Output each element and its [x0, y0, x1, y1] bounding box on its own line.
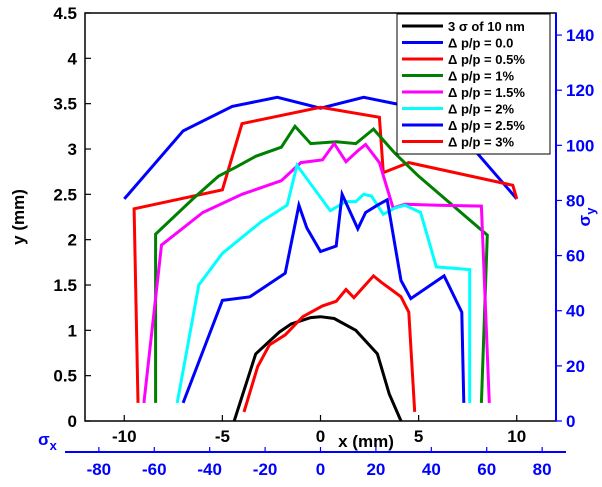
secondary-x-tick-label: 20: [366, 460, 385, 479]
series-line-7: [181, 188, 466, 404]
x-axis-title: x (mm): [338, 432, 394, 451]
series-line-6: [175, 161, 472, 404]
secondary-x-tick-label: 60: [477, 460, 496, 479]
y-tick-label: 1.5: [53, 276, 77, 295]
x-tick-label: 5: [414, 427, 423, 446]
y-tick-label: 0.5: [53, 367, 77, 386]
y-tick-label: 4.5: [53, 4, 77, 23]
secondary-x-tick-label: 80: [533, 460, 552, 479]
legend-label-4: Δ p/p = 1%: [448, 69, 514, 84]
x-tick-label: 10: [507, 427, 526, 446]
secondary-x-tick-label: -60: [142, 460, 167, 479]
x-tick-label: 0: [316, 427, 325, 446]
secondary-y-tick-label: 40: [566, 302, 585, 321]
secondary-y-axis-title-subscript: y: [583, 207, 598, 215]
secondary-y-axis-title: σy: [575, 207, 598, 227]
y-tick-label: 2.5: [53, 185, 77, 204]
series-line-1: [232, 315, 403, 421]
x-tick-label: -5: [215, 427, 230, 446]
legend-label-7: Δ p/p = 2.5%: [448, 118, 525, 133]
y-tick-label: 2: [68, 231, 77, 250]
series-line-4: [154, 123, 489, 403]
legend-label-1: 3 σ of 10 nm: [448, 19, 525, 34]
secondary-y-tick-label: 100: [566, 136, 594, 155]
secondary-x-tick-label: -20: [253, 460, 278, 479]
secondary-y-tick-label: 140: [566, 26, 594, 45]
secondary-x-tick-label: 40: [422, 460, 441, 479]
y-tick-label: 4: [68, 49, 78, 68]
secondary-x-axis-title: σx: [38, 430, 58, 453]
series-line-3: [132, 105, 519, 403]
series-group: [123, 95, 519, 421]
secondary-x-tick-label: 0: [316, 460, 325, 479]
secondary-y-axis-title-symbol: σ: [575, 214, 594, 226]
secondary-x-tick-label: -40: [197, 460, 222, 479]
y-tick-label: 3.5: [53, 95, 77, 114]
y-axis-title: y (mm): [9, 189, 28, 245]
secondary-y-tick-label: 80: [566, 191, 585, 210]
y-tick-label: 1: [68, 321, 77, 340]
secondary-y-tick-label: 20: [566, 357, 585, 376]
legend-label-6: Δ p/p = 2%: [448, 102, 514, 117]
axes-group: 00.511.522.533.544.5-10 -5 0 5 1002040608010…: [9, 4, 598, 479]
x-tick-label: -10: [112, 427, 137, 446]
secondary-x-axis-title-subscript: x: [50, 438, 58, 453]
legend-box: [396, 13, 551, 155]
secondary-x-axis-title-symbol: σ: [38, 430, 50, 449]
legend-label-3: Δ p/p = 0.5%: [448, 52, 525, 67]
secondary-x-tick-label: -80: [87, 460, 112, 479]
series-line-5: [142, 140, 491, 404]
legend-label-5: Δ p/p = 1.5%: [448, 85, 525, 100]
y-tick-label: 0: [68, 412, 77, 431]
legend-label-8: Δ p/p = 3%: [448, 135, 514, 150]
secondary-y-tick-label: 0: [566, 412, 575, 431]
series-line-8: [242, 273, 417, 413]
legend-label-2: Δ p/p = 0.0: [448, 36, 513, 51]
secondary-y-tick-label: 60: [566, 247, 585, 266]
secondary-y-tick-label: 120: [566, 81, 594, 100]
y-tick-label: 3: [68, 140, 77, 159]
legend: 3 σ of 10 nm Δ p/p = 0.0Δ p/p = 0.5% Δ p/p…: [396, 13, 551, 155]
